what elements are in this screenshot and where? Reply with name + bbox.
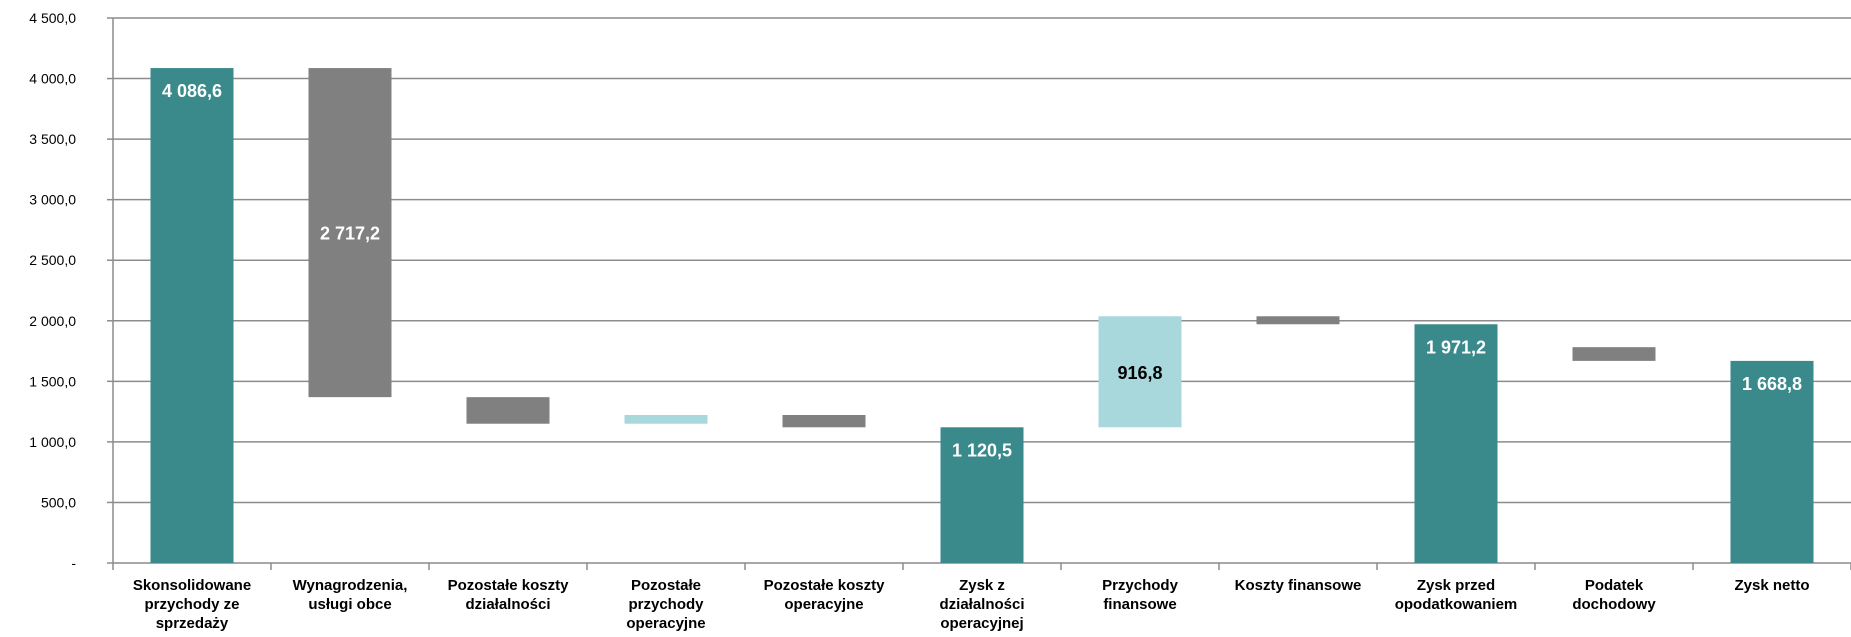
bar-total bbox=[1414, 324, 1498, 563]
x-category-label: operacyjne bbox=[784, 596, 863, 613]
x-category-label: sprzedaży bbox=[156, 615, 229, 632]
bar-decrease bbox=[1256, 316, 1340, 325]
x-category-label: Koszty finansowe bbox=[1235, 577, 1362, 594]
bar-total bbox=[1730, 360, 1814, 563]
y-tick-label: 1 500,0 bbox=[29, 373, 76, 389]
bar-decrease bbox=[308, 68, 392, 398]
x-category-label: Zysk przed bbox=[1417, 577, 1495, 594]
x-category-label: Pozostałe bbox=[631, 577, 701, 594]
y-tick-label: 2 500,0 bbox=[29, 252, 76, 268]
data-label: 1 971,2 bbox=[1426, 337, 1486, 357]
x-category-label: operacyjne bbox=[626, 615, 705, 632]
data-label: 1 120,5 bbox=[952, 440, 1012, 460]
data-label: 4 086,6 bbox=[162, 81, 222, 101]
bar-increase bbox=[624, 415, 708, 424]
x-category-label: Przychody bbox=[1102, 577, 1179, 594]
x-category-label: Podatek bbox=[1585, 577, 1644, 594]
bar-total bbox=[940, 427, 1024, 563]
x-category-label: opodatkowaniem bbox=[1395, 596, 1518, 613]
y-tick-label: 4 000,0 bbox=[29, 71, 76, 87]
x-category-label: Pozostałe koszty bbox=[764, 577, 886, 594]
x-category-label: Zysk z bbox=[959, 577, 1005, 594]
x-category-label: Zysk netto bbox=[1734, 577, 1809, 594]
bar-decrease bbox=[1572, 347, 1656, 361]
y-tick-label: 1 000,0 bbox=[29, 434, 76, 450]
y-tick-label: 4 500,0 bbox=[29, 10, 76, 26]
x-category-label: Skonsolidowane bbox=[133, 577, 251, 594]
data-label: 916,8 bbox=[1117, 363, 1162, 383]
x-category-label: finansowe bbox=[1103, 596, 1176, 613]
bar-increase bbox=[1098, 316, 1182, 428]
data-label: 2 717,2 bbox=[320, 224, 380, 244]
y-tick-label: 2 000,0 bbox=[29, 313, 76, 329]
x-category-label: Wynagrodzenia, bbox=[293, 577, 408, 594]
x-category-label: przychody bbox=[628, 596, 704, 613]
bar-decrease bbox=[466, 397, 550, 424]
data-label: 1 668,8 bbox=[1742, 374, 1802, 394]
bar-total bbox=[150, 68, 234, 564]
y-tick-label: 3 000,0 bbox=[29, 192, 76, 208]
y-tick-label: - bbox=[71, 555, 76, 571]
x-category-label: usługi obce bbox=[308, 596, 391, 613]
x-category-label: działalności bbox=[939, 596, 1024, 613]
y-tick-label: 500,0 bbox=[41, 494, 76, 510]
x-category-label: przychody ze bbox=[144, 596, 239, 613]
x-category-label: operacyjnej bbox=[940, 615, 1023, 632]
x-category-label: dochodowy bbox=[1572, 596, 1656, 613]
x-category-label: działalności bbox=[465, 596, 550, 613]
x-category-label: Pozostałe koszty bbox=[448, 577, 570, 594]
bar-decrease bbox=[782, 415, 866, 428]
y-tick-label: 3 500,0 bbox=[29, 131, 76, 147]
